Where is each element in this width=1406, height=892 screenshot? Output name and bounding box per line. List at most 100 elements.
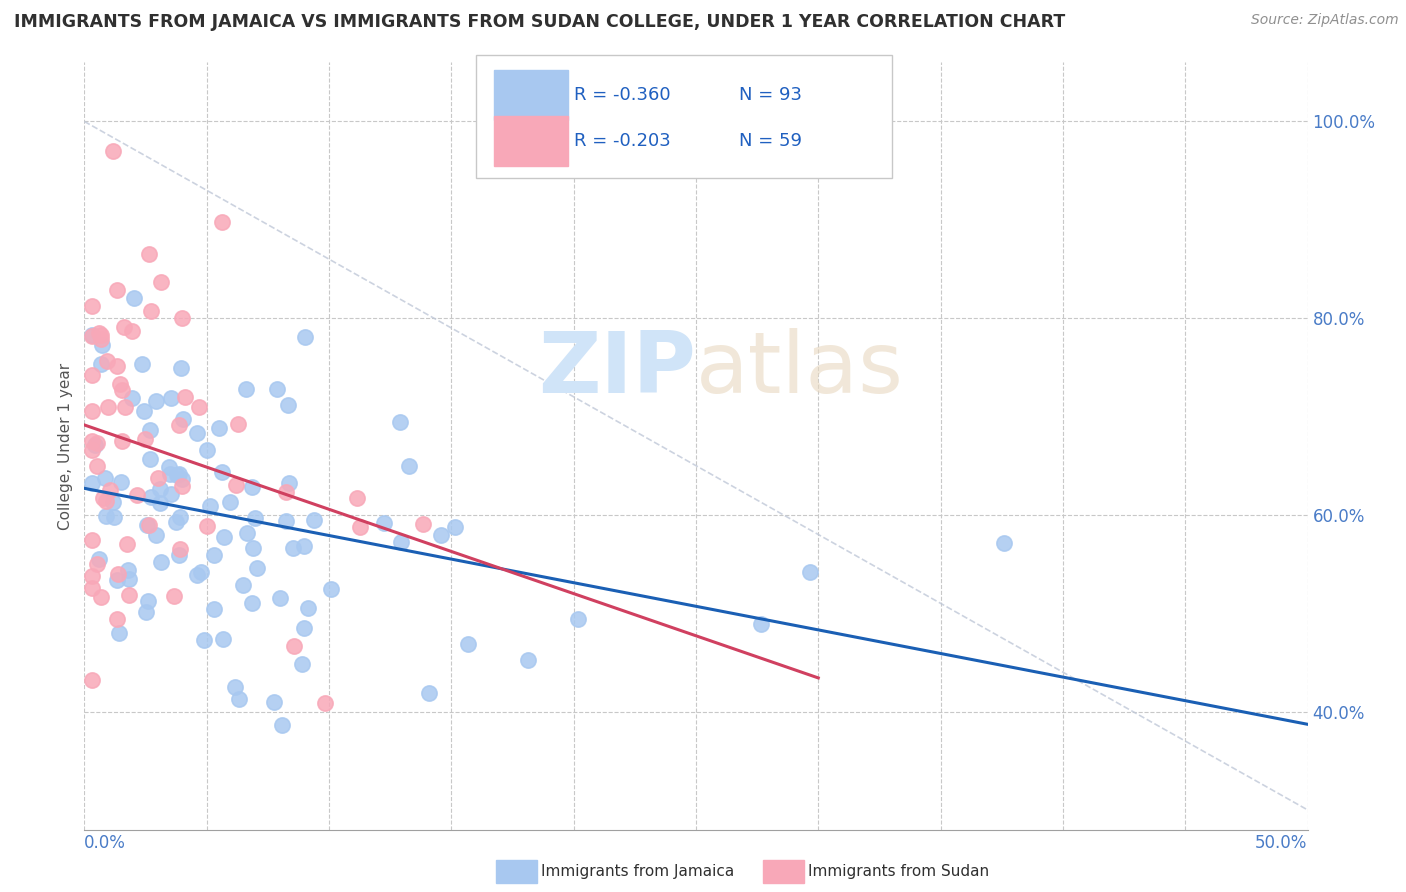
Point bbox=[169, 542, 191, 557]
Point bbox=[138, 518, 160, 533]
Point bbox=[103, 510, 125, 524]
Point bbox=[114, 320, 136, 334]
Point bbox=[170, 472, 193, 486]
Text: 50.0%: 50.0% bbox=[1256, 835, 1308, 853]
Text: Immigrants from Sudan: Immigrants from Sudan bbox=[808, 864, 990, 879]
Point bbox=[517, 653, 540, 667]
Point bbox=[160, 391, 183, 405]
Point bbox=[121, 391, 143, 405]
Point bbox=[263, 695, 285, 709]
Point bbox=[202, 602, 225, 616]
Point bbox=[266, 382, 288, 396]
Point bbox=[418, 686, 440, 700]
Point bbox=[389, 534, 412, 549]
Point bbox=[242, 541, 264, 556]
Point bbox=[105, 612, 128, 626]
Point bbox=[167, 549, 190, 563]
Point bbox=[117, 562, 139, 576]
Point bbox=[118, 572, 141, 586]
Point bbox=[211, 215, 233, 229]
Point bbox=[118, 588, 141, 602]
Text: ZIP: ZIP bbox=[538, 327, 696, 411]
Point bbox=[122, 292, 145, 306]
Point bbox=[98, 483, 121, 497]
Point bbox=[80, 368, 103, 383]
Point bbox=[430, 527, 453, 541]
Point bbox=[111, 383, 134, 397]
Point bbox=[80, 329, 103, 343]
Text: IMMIGRANTS FROM JAMAICA VS IMMIGRANTS FROM SUDAN COLLEGE, UNDER 1 YEAR CORRELATI: IMMIGRANTS FROM JAMAICA VS IMMIGRANTS FR… bbox=[14, 13, 1066, 31]
Point bbox=[314, 696, 336, 710]
Text: R = -0.360: R = -0.360 bbox=[574, 86, 671, 103]
Point bbox=[212, 530, 235, 544]
Point bbox=[121, 324, 143, 338]
Point bbox=[283, 541, 305, 556]
Point bbox=[166, 467, 188, 482]
Point bbox=[159, 467, 181, 482]
Point bbox=[135, 518, 157, 533]
Point bbox=[80, 673, 103, 687]
Point bbox=[291, 657, 314, 671]
Point bbox=[138, 451, 160, 466]
Point bbox=[187, 400, 209, 414]
Point bbox=[80, 443, 103, 458]
Point bbox=[225, 478, 247, 492]
FancyBboxPatch shape bbox=[494, 116, 568, 166]
Point bbox=[149, 483, 172, 497]
Point bbox=[993, 536, 1015, 550]
Point bbox=[208, 420, 231, 434]
Point bbox=[90, 338, 112, 352]
Point bbox=[80, 568, 103, 582]
Point bbox=[150, 555, 173, 569]
Point bbox=[232, 578, 254, 592]
Y-axis label: College, Under 1 year: College, Under 1 year bbox=[58, 362, 73, 530]
Point bbox=[83, 438, 105, 452]
Point bbox=[138, 246, 160, 260]
Point bbox=[294, 622, 316, 636]
Point bbox=[169, 467, 191, 481]
Point bbox=[246, 560, 269, 574]
Point bbox=[80, 404, 103, 418]
Point bbox=[195, 519, 218, 533]
Point bbox=[186, 426, 208, 441]
Point bbox=[294, 330, 316, 344]
Point bbox=[236, 525, 259, 540]
Point bbox=[96, 354, 118, 368]
Point bbox=[211, 632, 233, 646]
Point bbox=[80, 434, 103, 448]
Point bbox=[96, 509, 118, 524]
Point bbox=[138, 594, 160, 608]
Point bbox=[169, 509, 191, 524]
Point bbox=[89, 552, 111, 566]
Point bbox=[108, 377, 131, 392]
Point bbox=[228, 692, 250, 706]
Point bbox=[186, 568, 208, 582]
FancyBboxPatch shape bbox=[494, 70, 568, 120]
Point bbox=[172, 310, 194, 325]
Point bbox=[125, 488, 148, 502]
FancyBboxPatch shape bbox=[475, 54, 891, 178]
Point bbox=[211, 465, 233, 479]
Point bbox=[149, 495, 172, 509]
Point bbox=[163, 589, 186, 603]
Point bbox=[218, 494, 240, 508]
Point bbox=[105, 359, 128, 374]
Point bbox=[87, 326, 110, 340]
Point bbox=[269, 591, 291, 605]
Point bbox=[134, 432, 156, 446]
Point bbox=[292, 539, 315, 553]
Text: Source: ZipAtlas.com: Source: ZipAtlas.com bbox=[1251, 13, 1399, 28]
Point bbox=[80, 476, 103, 491]
Point bbox=[86, 557, 108, 571]
Text: N = 93: N = 93 bbox=[738, 86, 801, 103]
Point bbox=[174, 390, 197, 404]
Point bbox=[146, 471, 169, 485]
Point bbox=[115, 537, 138, 551]
Point bbox=[93, 491, 115, 505]
Point bbox=[240, 480, 263, 494]
Point bbox=[114, 401, 136, 415]
Point bbox=[160, 487, 183, 501]
Point bbox=[243, 511, 266, 525]
Point bbox=[80, 328, 103, 343]
Point bbox=[349, 520, 371, 534]
